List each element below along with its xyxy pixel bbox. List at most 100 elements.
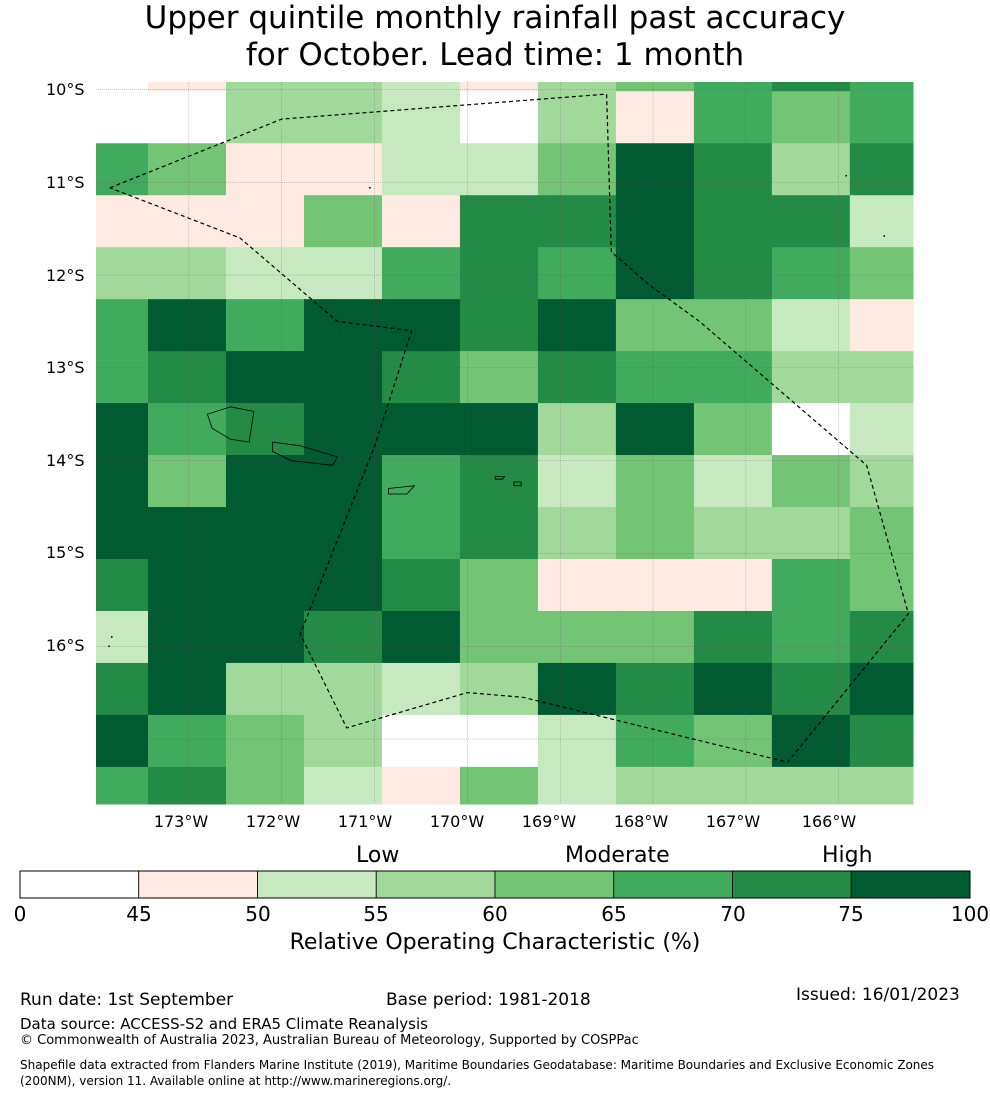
map-cell: [537, 766, 617, 805]
map-cell: [303, 403, 383, 456]
map-cell: [849, 91, 914, 144]
map-cell: [771, 766, 851, 805]
map-cell: [96, 455, 149, 508]
map-cell: [459, 662, 539, 716]
colorbar-frame: [19, 870, 971, 899]
map-cell: [147, 766, 227, 805]
map-cell: [615, 766, 695, 805]
map-cell: [303, 299, 383, 352]
map-cell: [225, 247, 305, 300]
map-cell: [615, 143, 695, 196]
map-cell: [96, 91, 149, 144]
map-cell: [381, 351, 461, 404]
colorbar-segment: [613, 870, 733, 899]
map-cell: [537, 507, 617, 560]
map-cell: [537, 82, 617, 92]
map-cell: [771, 610, 851, 664]
map-cell: [615, 195, 695, 248]
map-cell: [693, 195, 773, 248]
map-cell: [147, 455, 227, 508]
map-cell: [147, 299, 227, 352]
map-cell: [303, 455, 383, 508]
lat-label-11s: 11°S: [46, 173, 85, 192]
map-cell: [693, 403, 773, 456]
map-cell: [381, 559, 461, 612]
map-title-line-2: for October. Lead time: 1 month: [245, 37, 745, 73]
map-cell: [771, 143, 851, 196]
map-cell: [459, 559, 539, 612]
issued-date: Issued: 16/01/2023: [796, 985, 960, 1005]
lat-label-10s: 10°S: [46, 80, 85, 99]
lon-label-168w: 168°W: [613, 812, 669, 831]
map-cell: [459, 299, 539, 352]
map-cell: [849, 351, 914, 404]
map-cell: [381, 82, 461, 92]
map-cell: [615, 82, 695, 92]
map-cell: [381, 91, 461, 144]
map-cell: [225, 299, 305, 352]
map-cell: [96, 714, 149, 768]
map-cell: [96, 82, 149, 92]
map-cell: [225, 91, 305, 144]
map-cell: [537, 299, 617, 352]
islet-dot: [368, 186, 371, 189]
map-cell: [537, 662, 617, 716]
map-cell: [849, 766, 914, 805]
map-cell: [381, 662, 461, 716]
map-cell: [225, 82, 305, 92]
map-cell: [459, 403, 539, 456]
map-cell: [537, 143, 617, 196]
colorbar-tick-65: 65: [601, 902, 627, 926]
colorbar-segment: [375, 870, 496, 899]
map-cell: [537, 247, 617, 300]
run-date: Run date: 1st September: [20, 990, 234, 1010]
map-cell: [693, 455, 773, 508]
map-cell: [225, 403, 305, 456]
map-cell: [849, 143, 914, 196]
map-cell: [537, 714, 617, 768]
map-cell: [147, 351, 227, 404]
map-cell: [459, 82, 539, 92]
map-cell: [849, 82, 914, 92]
map-cell: [771, 507, 851, 560]
lat-label-15s: 15°S: [46, 543, 85, 562]
colorbar-segment: [19, 870, 140, 899]
lon-label-172w: 172°W: [245, 812, 301, 831]
map-cell: [96, 507, 149, 560]
map-cell: [537, 559, 617, 612]
map-cell: [615, 351, 695, 404]
map-cell: [459, 247, 539, 300]
map-cell: [771, 351, 851, 404]
map-cell: [147, 714, 227, 768]
map-cell: [615, 610, 695, 664]
map-cell: [303, 91, 383, 144]
map-cell: [96, 403, 149, 456]
lon-label-173w: 173°W: [153, 812, 209, 831]
map-cell: [615, 714, 695, 768]
island-outline: [513, 481, 522, 487]
map-cell: [225, 714, 305, 768]
lon-label-171w: 171°W: [337, 812, 393, 831]
map-cell: [225, 507, 305, 560]
copyright-notice: © Commonwealth of Australia 2023, Austra…: [20, 1033, 639, 1048]
map-cell: [381, 403, 461, 456]
map-cell: [303, 143, 383, 196]
map-cell: [537, 403, 617, 456]
map-cell: [849, 714, 914, 768]
map-cell: [303, 247, 383, 300]
map-cell: [225, 195, 305, 248]
map-cell: [693, 766, 773, 805]
map-cell: [459, 195, 539, 248]
map-cell: [381, 195, 461, 248]
colorbar-tick-0: 0: [13, 902, 27, 926]
map-cell: [303, 507, 383, 560]
lon-label-167w: 167°W: [705, 812, 761, 831]
map-cell: [303, 766, 383, 805]
map-cell: [615, 91, 695, 144]
map-cell: [771, 91, 851, 144]
rainfall-accuracy-map: [96, 82, 914, 805]
map-cell: [303, 714, 383, 768]
map-cell: [147, 507, 227, 560]
map-cell: [96, 610, 149, 664]
islet-dot: [110, 636, 113, 638]
